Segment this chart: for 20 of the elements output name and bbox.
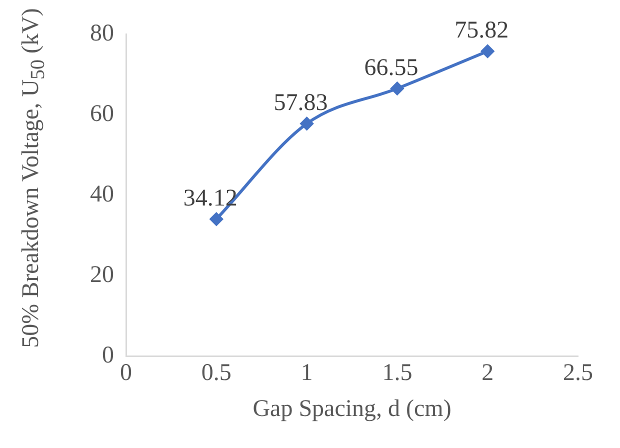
data-label: 34.12 (183, 185, 238, 212)
x-tick-label: 2.5 (563, 360, 593, 386)
x-tick-label: 1.5 (382, 360, 412, 386)
y-tick-label: 40 (90, 182, 114, 208)
x-tick-label: 1 (300, 360, 313, 386)
x-tick-label: 0.5 (201, 360, 232, 386)
y-tick-label: 80 (90, 20, 114, 47)
point (210, 212, 223, 226)
point (390, 82, 404, 96)
x-tick-label: 2 (482, 360, 494, 386)
x-axis-title: Gap Spacing, d (cm) (252, 396, 452, 422)
point (481, 44, 494, 58)
y-tick-label: 0 (102, 342, 114, 369)
y-tick-label: 60 (90, 101, 114, 128)
y-tick-label: 20 (90, 262, 114, 288)
data-label: 57.83 (274, 90, 328, 116)
x-tick-label: 0 (120, 360, 132, 386)
data-label: 75.82 (454, 18, 509, 44)
point (300, 117, 314, 130)
data-label: 66.55 (364, 54, 418, 81)
